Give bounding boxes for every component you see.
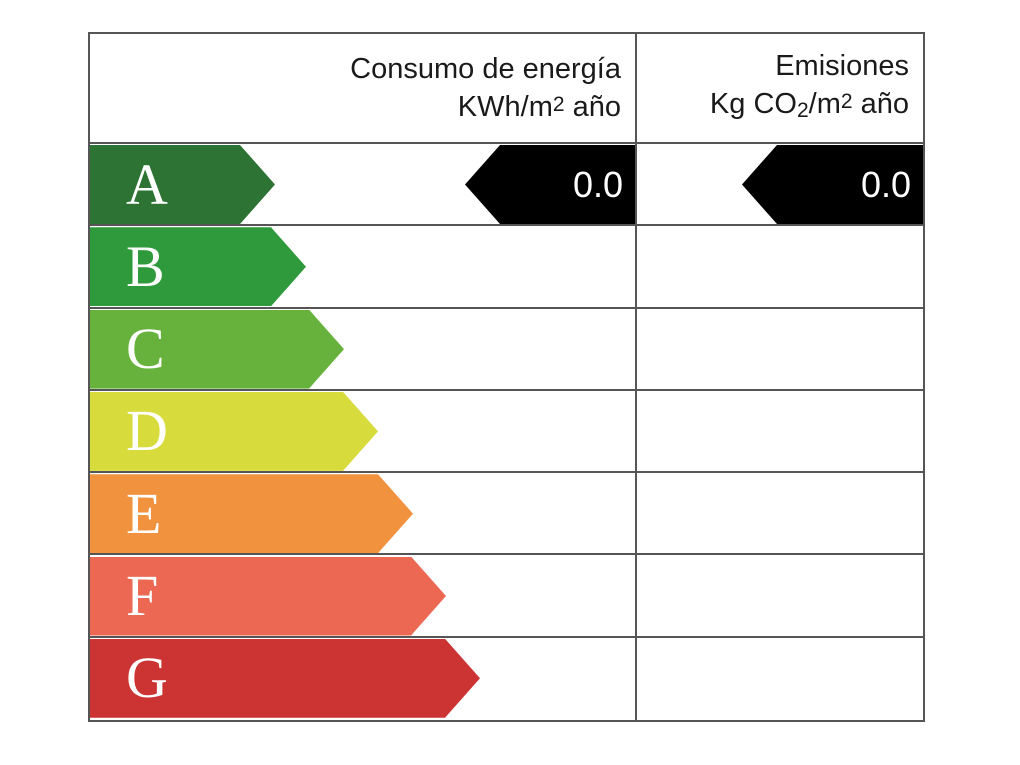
grade-letter-d: D — [126, 398, 168, 464]
header-emisiones-unit-subscript: 2 — [796, 98, 809, 122]
grade-row: G — [90, 638, 923, 720]
grade-row: C — [90, 309, 923, 391]
grade-row: A 0.0 0.0 — [90, 144, 923, 227]
grade-band-g: G — [90, 638, 480, 718]
header-emisiones-unit-superscript: 2 — [840, 89, 853, 113]
grade-letter-b: B — [126, 233, 165, 299]
header-consumo-unit-suffix: año — [564, 91, 621, 123]
value-arrow-emisiones: 0.0 — [742, 145, 923, 224]
header-emisiones-unit-prefix: Kg CO — [709, 87, 797, 120]
value-text-consumo: 0.0 — [572, 163, 623, 205]
grade-letter-g: G — [126, 645, 168, 711]
grade-band-c: C — [90, 309, 344, 389]
grade-letter-f: F — [126, 563, 159, 628]
grade-letter-c: C — [126, 316, 165, 382]
header-emisiones-unit-suffix: año — [852, 87, 909, 120]
header-cell-emisiones: Emisiones Kg CO2/m2 año — [637, 34, 923, 142]
header-consumo-unit-prefix: KWh/m — [457, 91, 553, 123]
value-arrow-consumo: 0.0 — [465, 145, 635, 224]
grade-band-f: F — [90, 556, 446, 636]
header-emisiones-line1: Emisiones — [775, 49, 909, 82]
header-cell-consumo: Consumo de energía KWh/m2 año — [90, 34, 635, 142]
grade-row: B — [90, 226, 923, 309]
column-divider — [635, 34, 637, 720]
value-text-emisiones: 0.0 — [860, 163, 911, 205]
table-header-row: Consumo de energía KWh/m2 año Emisiones … — [90, 34, 923, 144]
header-consumo-line2: KWh/m2 año — [458, 87, 621, 125]
grade-band-d: D — [90, 391, 378, 471]
header-consumo-line1: Consumo de energía — [350, 53, 621, 85]
grade-letter-e: E — [126, 480, 162, 546]
energy-label-table: Consumo de energía KWh/m2 año Emisiones … — [88, 32, 925, 722]
header-consumo-unit-superscript: 2 — [552, 93, 565, 116]
grade-band-e: E — [90, 474, 413, 554]
grade-row: F — [90, 556, 923, 638]
grade-band-b: B — [90, 227, 306, 307]
grade-band-a: A — [90, 145, 275, 224]
grade-row: D — [90, 391, 923, 474]
grade-rows-area: A 0.0 0.0 B C D E F G — [90, 144, 923, 720]
grade-row: E — [90, 473, 923, 556]
header-emisiones-line2: Kg CO2/m2 año — [710, 84, 909, 129]
grade-letter-a: A — [126, 151, 168, 217]
header-emisiones-unit-mid: /m — [808, 87, 841, 120]
